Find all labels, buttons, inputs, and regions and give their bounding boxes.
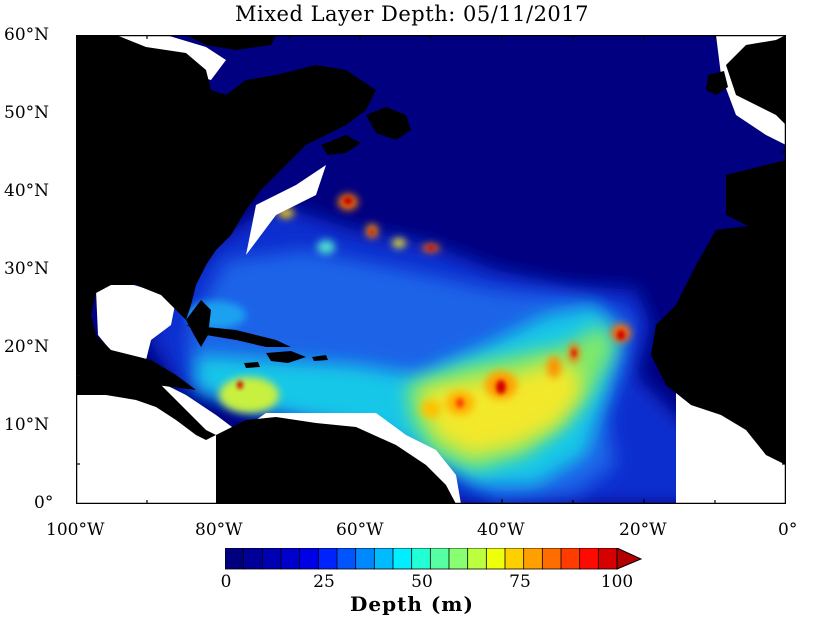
land-nova-scotia	[321, 135, 361, 155]
colorbar-max-arrow	[616, 548, 643, 570]
colorbar-cell	[467, 548, 488, 570]
colorbar-label-25: 25	[313, 572, 335, 592]
lon-label-20w: 20°W	[619, 520, 667, 540]
lon-label-60w: 60°W	[336, 520, 384, 540]
land-africa	[651, 220, 786, 465]
colorbar-title: Depth (m)	[350, 592, 474, 616]
map-title: Mixed Layer Depth: 05/11/2017	[234, 2, 590, 26]
land-greenland-tip	[186, 35, 276, 50]
colorbar-cell	[261, 548, 282, 570]
colorbar-label-100: 100	[600, 572, 634, 592]
land-ireland	[706, 71, 728, 95]
colorbar-cell	[243, 548, 264, 570]
colorbar-cell	[523, 548, 544, 570]
colorbar-cell	[541, 548, 562, 570]
land-jamaica	[244, 362, 260, 368]
lon-label-100w: 100°W	[46, 520, 105, 540]
land-newfoundland	[366, 107, 411, 140]
colorbar-cell	[485, 548, 506, 570]
colorbar-cell	[225, 548, 245, 570]
colorbar-cell	[504, 548, 525, 570]
colorbar-cell	[299, 548, 320, 570]
colorbar-cell	[448, 548, 469, 570]
colorbar-cell	[597, 548, 618, 570]
lon-label-0: 0°	[778, 520, 798, 540]
land-florida	[186, 300, 211, 347]
depth-field	[108, 194, 786, 504]
colorbar	[225, 548, 643, 570]
depth-peaks	[237, 197, 625, 408]
land-masses	[76, 35, 786, 504]
lat-label-20n: 20°N	[4, 337, 50, 357]
colorbar-cell	[280, 548, 301, 570]
land-cuba	[186, 325, 291, 347]
land-hispaniola	[266, 351, 306, 363]
land-puerto-rico	[312, 355, 328, 361]
colorbar-label-50: 50	[411, 572, 433, 592]
colorbar-cell	[429, 548, 450, 570]
land-central-america	[76, 375, 216, 440]
lat-label-30n: 30°N	[4, 259, 50, 279]
map-area	[76, 35, 786, 504]
land-south-america	[216, 417, 456, 504]
colorbar-cell	[355, 548, 376, 570]
colorbar-cell	[392, 548, 413, 570]
depth-field-yellow	[421, 365, 581, 455]
axis-ticks	[76, 35, 786, 504]
colorbar-label-0: 0	[220, 572, 232, 592]
colorbar-cell	[411, 548, 432, 570]
lat-label-0: 0°	[34, 493, 54, 513]
land-north-america	[76, 35, 376, 390]
colorbar-cell	[373, 548, 394, 570]
lon-label-80w: 80°W	[195, 520, 243, 540]
colorbar-label-75: 75	[509, 572, 531, 592]
lon-label-40w: 40°W	[477, 520, 525, 540]
lat-label-50n: 50°N	[4, 103, 50, 123]
colorbar-cell	[317, 548, 338, 570]
colorbar-cell	[579, 548, 600, 570]
lat-label-10n: 10°N	[4, 415, 50, 435]
colorbar-cell	[560, 548, 581, 570]
lat-label-40n: 40°N	[4, 181, 50, 201]
land-europe	[726, 35, 786, 125]
mixed-layer-depth-map	[76, 35, 786, 504]
colorbar-cells	[225, 548, 618, 570]
lat-label-60n: 60°N	[4, 25, 50, 45]
colorbar-cell	[336, 548, 357, 570]
land-iberia	[726, 160, 786, 235]
